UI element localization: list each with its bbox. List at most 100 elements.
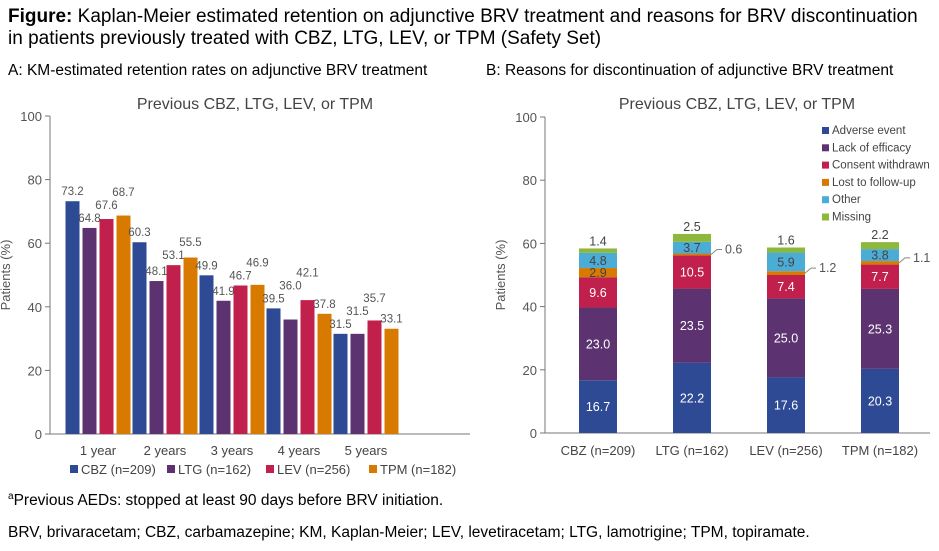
legend-label: Missing — [832, 212, 871, 224]
y-tick-label: 100 — [20, 109, 42, 124]
stacked-segment-consent-withdrawn — [767, 275, 805, 299]
legend-label: Adverse event — [832, 125, 906, 137]
x-tick-label: LTG (n=162) — [655, 443, 728, 458]
stacked-segment-adverse-event — [579, 380, 617, 433]
legend-swatch — [266, 465, 274, 473]
bar-cbz — [132, 242, 147, 434]
legend-swatch — [822, 178, 829, 186]
legend-label: Other — [832, 194, 861, 206]
data-label: 23.0 — [586, 337, 610, 351]
data-label: 1.6 — [777, 234, 794, 248]
data-label: 17.6 — [774, 399, 798, 413]
legend-swatch — [822, 127, 829, 134]
stacked-segment-lack-of-efficacy — [767, 298, 805, 378]
y-tick-label: 0 — [530, 426, 537, 441]
bar-tpm — [250, 284, 265, 434]
legend-label: CBZ (n=209) — [81, 462, 156, 477]
leader-line — [710, 248, 722, 255]
stacked-segment-adverse-event — [861, 368, 899, 433]
data-label: 67.6 — [95, 200, 117, 212]
legend-swatch — [822, 213, 829, 221]
data-label: 31.5 — [329, 319, 351, 331]
x-tick-label: TPM (n=182) — [842, 443, 918, 458]
data-label: 3.8 — [871, 249, 888, 263]
data-label: 55.5 — [179, 237, 201, 249]
data-label: 48.1 — [145, 266, 167, 278]
data-label: 7.7 — [871, 270, 888, 284]
data-label: 1.4 — [589, 234, 606, 248]
x-tick-label: 4 years — [278, 443, 321, 458]
data-label: 25.3 — [868, 322, 892, 336]
y-tick-label: 40 — [28, 300, 42, 315]
data-label: 5.9 — [777, 255, 794, 269]
data-label: 35.7 — [363, 293, 385, 305]
y-tick-label: 20 — [523, 363, 537, 378]
bar-cbz — [333, 333, 348, 434]
stacked-segment-lost-to-follow-up — [861, 261, 899, 265]
legend-swatch — [369, 465, 377, 473]
data-label: 46.7 — [229, 270, 251, 282]
bar-lev — [166, 265, 181, 434]
bar-ltg — [149, 281, 164, 434]
y-tick-label: 80 — [28, 173, 42, 188]
legend-swatch — [822, 144, 829, 152]
stacked-segment-consent-withdrawn — [861, 264, 899, 289]
chart-title: Previous CBZ, LTG, LEV, or TPM — [137, 96, 373, 113]
legend-swatch — [167, 465, 175, 473]
bar-tpm — [116, 215, 131, 434]
data-label: 42.1 — [296, 267, 318, 279]
data-label: 1.2 — [819, 261, 836, 275]
footnote: aPrevious AEDs: stopped at least 90 days… — [8, 491, 443, 510]
data-label: 4.8 — [589, 254, 606, 268]
stacked-segment-missing — [861, 242, 899, 250]
stacked-segment-other — [579, 252, 617, 269]
figure-title: Figure: Kaplan-Meier estimated retention… — [8, 6, 933, 50]
data-label: 0.6 — [725, 242, 742, 256]
stacked-segment-lost-to-follow-up — [673, 253, 711, 256]
bar-lev — [300, 300, 315, 434]
y-tick-label: 20 — [28, 363, 42, 378]
bar-tpm — [384, 328, 399, 434]
legend-label: TPM (n=182) — [380, 462, 456, 477]
data-label: 49.9 — [195, 260, 217, 272]
data-label: 7.4 — [777, 280, 794, 294]
legend-label: Lost to follow-up — [832, 177, 916, 189]
bar-ltg — [283, 319, 298, 434]
stacked-segment-missing — [673, 233, 711, 242]
data-label: 9.6 — [589, 286, 606, 300]
legend-label: Consent withdrawn — [832, 160, 930, 172]
data-label: 22.2 — [680, 391, 704, 405]
title-text: Kaplan-Meier estimated retention on adju… — [8, 6, 918, 49]
stacked-segment-missing — [579, 248, 617, 253]
stacked-segment-lack-of-efficacy — [673, 288, 711, 363]
stacked-segment-other — [673, 241, 711, 254]
abbreviations: BRV, brivaracetam; CBZ, carbamazepine; K… — [8, 524, 810, 541]
y-axis-label: Patients (%) — [0, 240, 13, 311]
legend-label: LEV (n=256) — [277, 462, 350, 477]
data-label: 68.7 — [112, 187, 134, 199]
y-tick-label: 0 — [35, 427, 42, 442]
y-tick-label: 60 — [28, 236, 42, 251]
leader-line — [898, 257, 910, 264]
bar-ltg — [82, 227, 97, 434]
bar-ltg — [216, 300, 231, 434]
leader-line — [804, 267, 816, 274]
x-tick-label: 1 year — [80, 443, 117, 458]
footnote-marker: a — [8, 491, 14, 502]
bar-lev — [367, 320, 382, 434]
data-label: 23.5 — [680, 319, 704, 333]
data-label: 2.5 — [683, 220, 700, 234]
x-tick-label: 2 years — [144, 443, 187, 458]
data-label: 53.1 — [162, 250, 184, 262]
stacked-segment-other — [767, 252, 805, 272]
x-tick-label: LEV (n=256) — [749, 443, 822, 458]
y-tick-label: 80 — [523, 173, 537, 188]
data-label: 39.5 — [262, 293, 284, 305]
legend-label: LTG (n=162) — [178, 462, 251, 477]
y-tick-label: 40 — [523, 300, 537, 315]
y-tick-label: 60 — [523, 236, 537, 251]
bar-lev — [233, 285, 248, 434]
stacked-segment-adverse-event — [767, 377, 805, 433]
